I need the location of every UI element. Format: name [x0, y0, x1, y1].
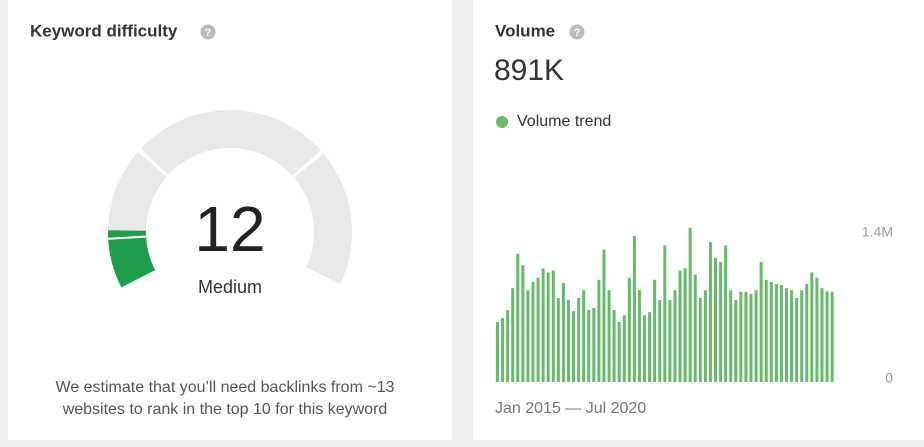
bar [698, 298, 702, 382]
bar [724, 245, 728, 382]
bar [597, 279, 601, 382]
bar [668, 300, 672, 382]
bar [754, 290, 758, 382]
bar [653, 279, 657, 382]
bar [815, 277, 819, 382]
bar [810, 272, 814, 382]
bar [526, 290, 530, 382]
svg-text:?: ? [205, 27, 212, 39]
description: websites to rank in the top 10 for this … [62, 401, 388, 418]
y-tick-label: 0 [885, 370, 893, 386]
volume-value: 891K [494, 54, 564, 87]
bar [729, 290, 733, 382]
difficulty-card [8, 0, 452, 440]
difficulty-label: Medium [198, 277, 262, 297]
bar [784, 288, 788, 382]
bar [521, 265, 525, 382]
bar [643, 315, 647, 382]
bar [663, 245, 667, 382]
gauge-track [294, 153, 352, 284]
bar [516, 253, 520, 382]
bar [551, 270, 555, 382]
bar [714, 257, 718, 382]
bar [708, 242, 712, 382]
bar [764, 279, 768, 382]
gauge-fill [107, 230, 156, 288]
difficulty-value: 12 [194, 193, 265, 265]
help-icon[interactable]: ? [569, 24, 585, 40]
bar [506, 310, 510, 382]
description: We estimate that you’ll need backlinks f… [56, 379, 395, 396]
legend-label: Volume trend [517, 113, 611, 130]
gauge-tick [108, 235, 147, 240]
help-icon[interactable]: ? [200, 24, 216, 40]
bar [632, 236, 636, 382]
bar [572, 311, 576, 382]
bar [830, 291, 834, 382]
bar [825, 291, 829, 382]
bar [749, 293, 753, 382]
bar [622, 315, 626, 382]
bar [719, 262, 723, 382]
bar [561, 282, 565, 382]
bar [577, 298, 581, 382]
bar [531, 281, 535, 382]
bar [688, 227, 692, 382]
bar [602, 249, 606, 382]
bar [617, 322, 621, 382]
bar [805, 283, 809, 382]
bar [648, 312, 652, 382]
bar [566, 300, 570, 382]
bar [779, 285, 783, 382]
bar [637, 290, 641, 382]
bar [592, 307, 596, 382]
bar [759, 262, 763, 382]
card-title: Volume [495, 21, 555, 40]
bar [658, 300, 662, 382]
bar [744, 291, 748, 382]
date-range: Jan 2015 — Jul 2020 [495, 400, 646, 417]
y-tick-label: 1.4M [862, 224, 893, 240]
bar [769, 281, 773, 382]
bar [800, 290, 804, 382]
legend-swatch [496, 116, 508, 128]
bar [536, 277, 540, 382]
bar [607, 290, 611, 382]
bar [683, 268, 687, 382]
bar [541, 268, 545, 382]
bar [774, 283, 778, 382]
bar [501, 317, 505, 382]
bar [790, 290, 794, 382]
bar [556, 298, 560, 382]
bar [693, 274, 697, 382]
bar [496, 322, 499, 382]
svg-text:?: ? [574, 27, 581, 39]
bar [546, 272, 550, 382]
bar [582, 290, 586, 382]
bar [587, 310, 591, 382]
bar [734, 300, 738, 382]
bar [739, 291, 743, 382]
bar [703, 290, 707, 382]
bar [795, 298, 799, 382]
bar [511, 288, 515, 382]
bar [673, 290, 677, 382]
card-title: Keyword difficulty [30, 21, 178, 40]
bar [612, 310, 616, 382]
bar [678, 270, 682, 382]
gauge-track [140, 110, 321, 176]
bar [820, 288, 824, 382]
bar [627, 277, 631, 382]
